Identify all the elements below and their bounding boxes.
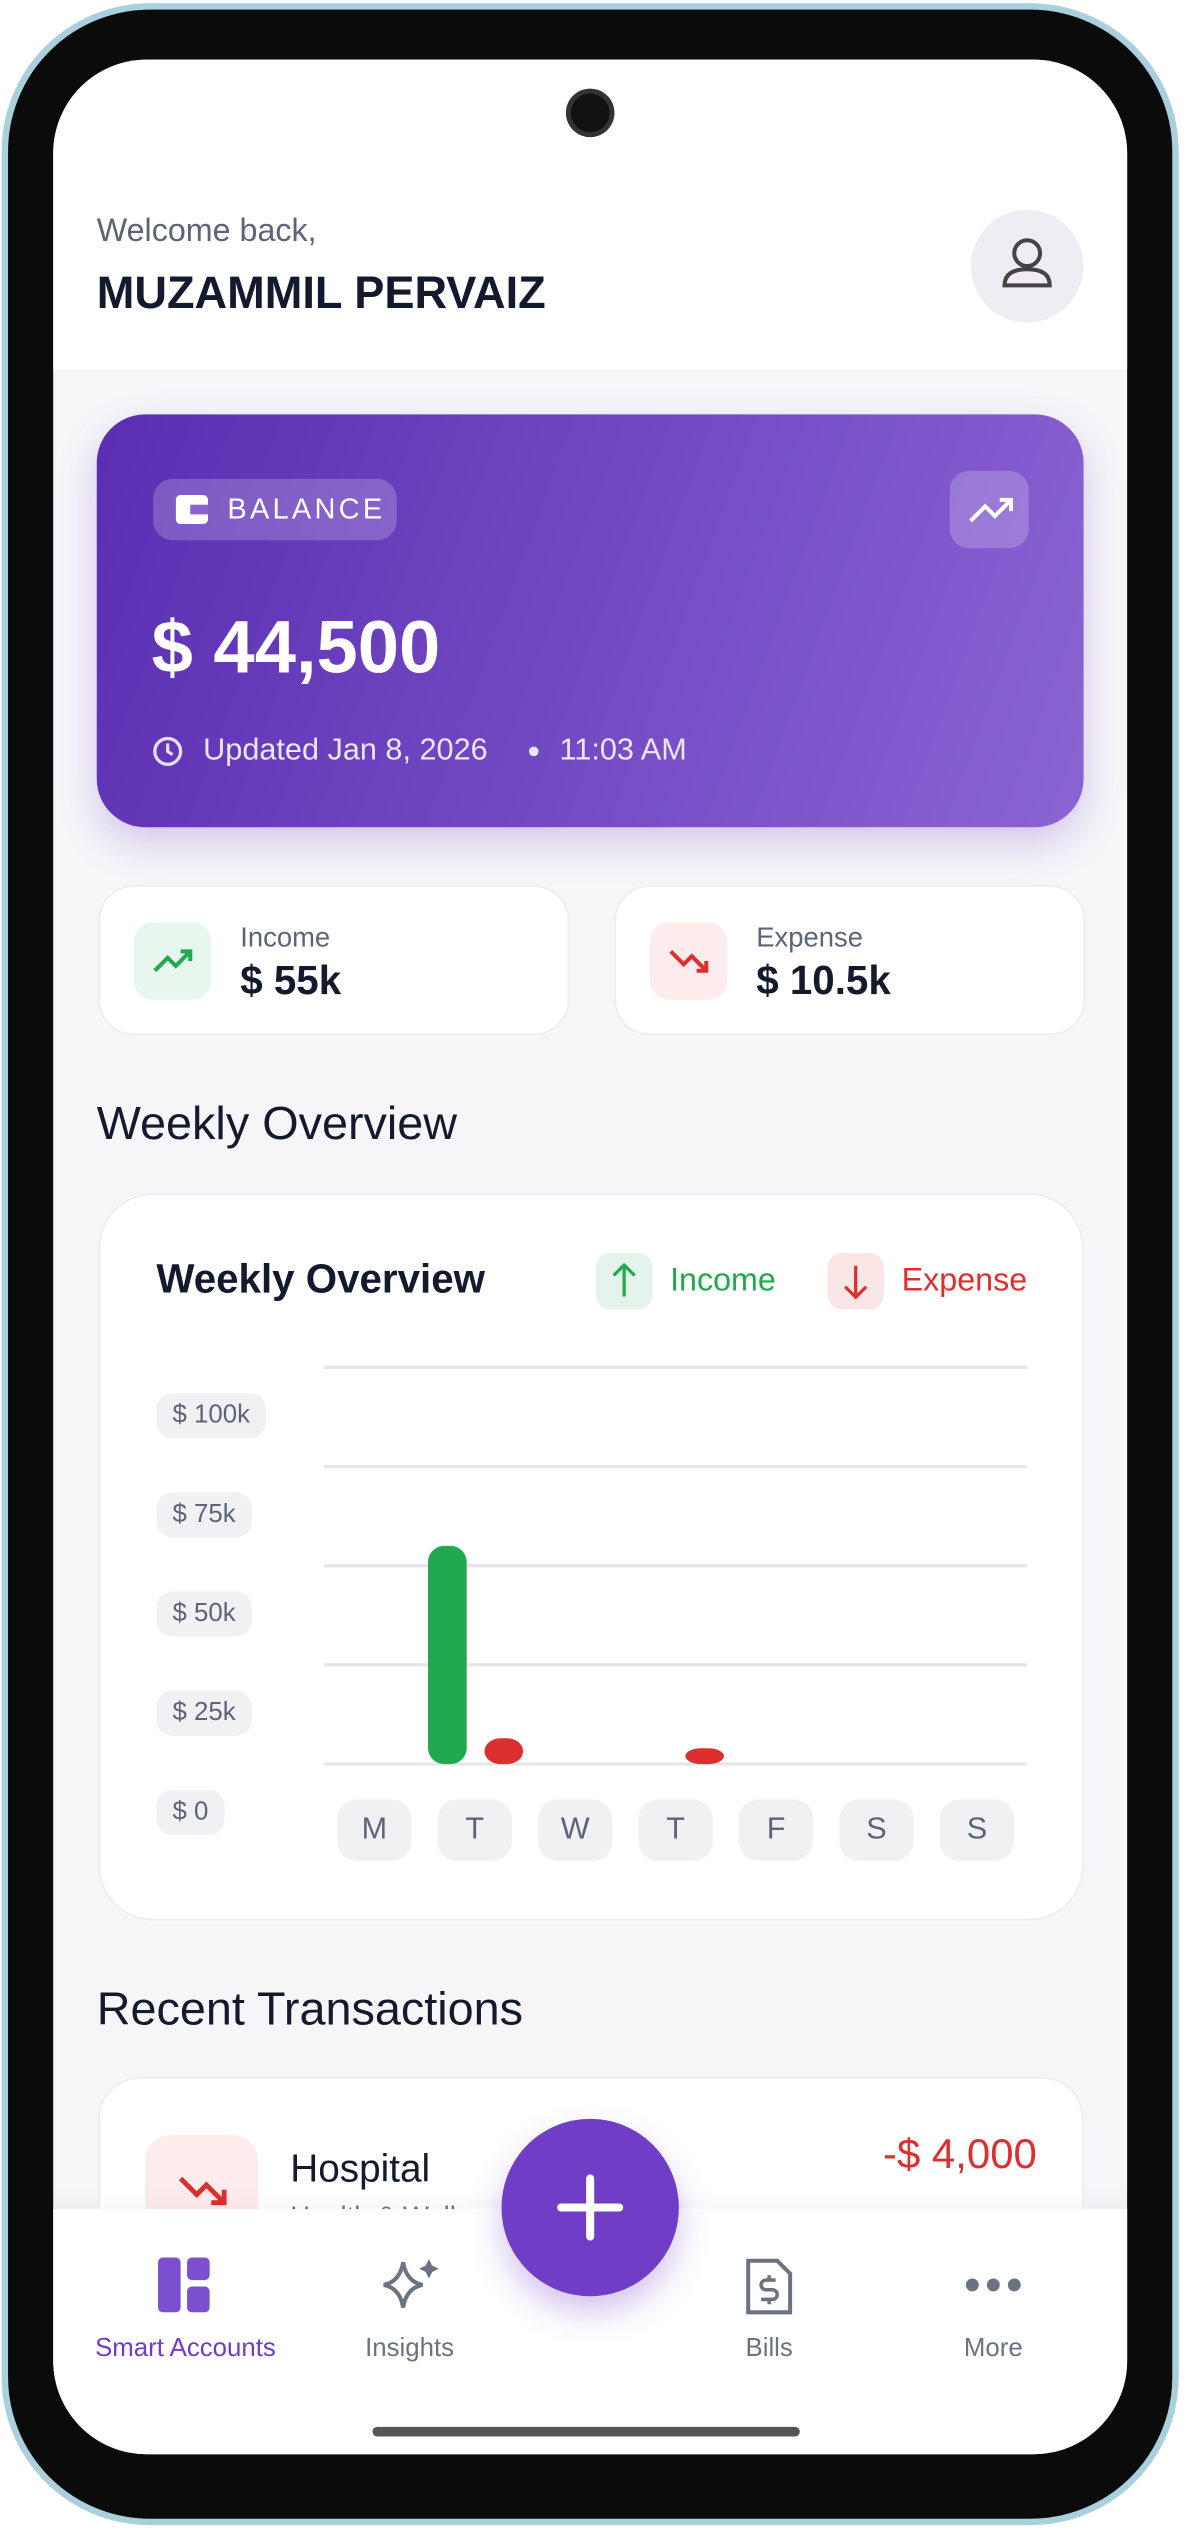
user-name: MUZAMMIL PERVAIZ	[96, 267, 546, 318]
expense-amount: $ 10.5k	[756, 958, 891, 1004]
expense-icon-box	[649, 922, 728, 1000]
trend-icon	[969, 497, 1014, 523]
chart-title: Weekly Overview	[156, 1257, 485, 1302]
nav-icon	[383, 2259, 439, 2308]
x-tick-pill	[839, 1799, 914, 1861]
home-indicator	[372, 2426, 800, 2437]
camera	[565, 88, 615, 138]
income-label: Income	[240, 922, 331, 953]
expense-card: Expense $ 10.5k	[614, 885, 1086, 1036]
chart: Weekly Overview Expense Income $ 0 $ 25k $ 5…	[156, 1252, 1028, 1861]
y-tick-pill	[156, 1789, 225, 1836]
balance-card: BALANCE $ 44,500 Updated Jan 8, 2026 11:…	[96, 414, 1084, 828]
transaction-title: Hospital	[290, 2147, 431, 2192]
balance-label: BALANCE	[227, 492, 386, 525]
clock-icon	[153, 736, 183, 766]
plus-icon	[557, 2174, 624, 2241]
nav-item[interactable]: More	[913, 2253, 1074, 2382]
separator-dot	[528, 746, 539, 757]
section-title: Recent Transactions	[96, 1984, 524, 2036]
section-title: Weekly Overview	[96, 1098, 458, 1151]
x-tick-label: F	[767, 1811, 786, 1845]
y-tick-pill	[156, 1591, 252, 1637]
y-tick-label: $ 25k	[173, 1698, 236, 1726]
trend-button[interactable]	[949, 470, 1029, 549]
x-tick-label: S	[866, 1811, 886, 1845]
chart-card: Weekly Overview Expense Income $ 0 $ 25k $ 5…	[98, 1193, 1084, 1921]
y-tick-pill	[156, 1690, 252, 1736]
nav-icon	[965, 2278, 1021, 2292]
x-tick-pill	[437, 1799, 512, 1861]
updated-time: 11:03 AM	[559, 733, 687, 768]
avatar-icon	[1002, 238, 1052, 288]
y-tick-label: $ 75k	[173, 1500, 236, 1528]
y-tick-pill	[156, 1492, 252, 1538]
nav-label: Bills	[745, 2334, 793, 2363]
avatar-button[interactable]	[970, 209, 1084, 323]
bar	[685, 1748, 725, 1765]
y-tick-label: $ 50k	[173, 1599, 236, 1627]
x-tick-label: T	[465, 1811, 484, 1845]
updated-date: Updated Jan 8, 2026	[203, 733, 488, 768]
add-button[interactable]	[501, 2118, 679, 2297]
nav-item[interactable]: Insights	[329, 2253, 490, 2382]
balance-pill: BALANCE	[153, 478, 397, 541]
transaction-icon	[178, 2176, 227, 2206]
x-tick-label: T	[666, 1811, 685, 1845]
x-tick-label: M	[362, 1811, 388, 1845]
x-tick-label: W	[561, 1811, 590, 1845]
nav-icon	[746, 2258, 793, 2315]
expense-icon	[669, 949, 709, 973]
bar	[428, 1545, 467, 1765]
income-icon	[153, 949, 193, 973]
income-card: Income $ 55k	[98, 885, 570, 1036]
wallet-icon	[175, 495, 209, 525]
balance-amount: $ 44,500	[151, 604, 441, 689]
greeting: Welcome back,	[96, 213, 317, 250]
legend-label: Expense	[902, 1261, 1028, 1297]
nav-label: Insights	[365, 2334, 455, 2363]
nav-icon	[158, 2257, 210, 2313]
x-tick-pill	[638, 1799, 713, 1861]
x-tick-pill	[538, 1799, 613, 1861]
legend-icon	[844, 1265, 868, 1300]
income-icon-box	[133, 922, 212, 1000]
x-tick-pill	[738, 1799, 814, 1861]
income-amount: $ 55k	[240, 958, 342, 1004]
x-tick-label: S	[967, 1811, 987, 1845]
y-tick-label: $ 0	[173, 1797, 209, 1825]
y-tick-pill	[156, 1393, 267, 1439]
transaction-amount: -$ 4,000	[882, 2129, 1037, 2178]
x-tick-pill	[337, 1799, 412, 1861]
nav-label: More	[963, 2334, 1023, 2363]
x-tick-pill	[939, 1799, 1015, 1861]
legend-icon	[612, 1262, 636, 1297]
nav-item[interactable]: Bills	[689, 2253, 850, 2382]
expense-label: Expense	[756, 922, 863, 953]
legend-label: Income	[670, 1261, 776, 1297]
bar	[484, 1738, 524, 1765]
nav-item[interactable]: Smart Accounts	[87, 2253, 284, 2382]
y-tick-label: $ 100k	[173, 1401, 251, 1429]
nav-label: Smart Accounts	[95, 2334, 276, 2363]
